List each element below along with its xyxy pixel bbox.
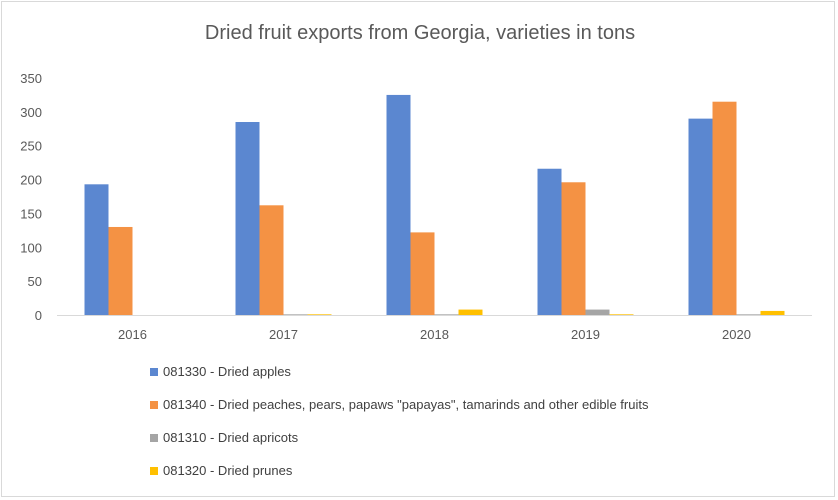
bar-2019-series-0 bbox=[537, 168, 562, 315]
legend-label: 081320 - Dried prunes bbox=[163, 463, 293, 478]
legend: 081330 - Dried apples 081340 - Dried peac… bbox=[150, 364, 648, 496]
y-tick-label: 250 bbox=[20, 139, 42, 154]
y-axis-labels: 0 50 100 150 200 250 300 350 bbox=[20, 71, 42, 323]
legend-item: 081310 - Dried apricots bbox=[150, 430, 648, 463]
bar-2019-series-2 bbox=[585, 309, 610, 315]
bar-2019-series-1 bbox=[561, 182, 586, 315]
x-tick-label: 2019 bbox=[571, 327, 600, 342]
y-tick-label: 300 bbox=[20, 105, 42, 120]
legend-item: 081330 - Dried apples bbox=[150, 364, 648, 397]
x-tick-label: 2020 bbox=[722, 327, 751, 342]
y-tick-label: 150 bbox=[20, 206, 42, 221]
y-tick-label: 100 bbox=[20, 240, 42, 255]
bar-2017-series-3 bbox=[307, 314, 332, 315]
legend-swatch bbox=[150, 434, 158, 442]
bar-2018-series-1 bbox=[410, 232, 435, 315]
bar-2018-series-0 bbox=[386, 94, 411, 315]
legend-swatch bbox=[150, 467, 158, 475]
y-tick-label: 200 bbox=[20, 173, 42, 188]
legend-item: 081340 - Dried peaches, pears, papaws "p… bbox=[150, 397, 648, 430]
legend-swatch bbox=[150, 368, 158, 376]
legend-label: 081310 - Dried apricots bbox=[163, 430, 299, 445]
chart-title: Dried fruit exports from Georgia, variet… bbox=[204, 22, 636, 44]
bar-2017-series-2 bbox=[283, 314, 308, 315]
y-tick-label: 50 bbox=[28, 274, 42, 289]
x-axis-labels: 2016 2017 2018 2019 2020 bbox=[118, 327, 751, 342]
bar-2020-series-2 bbox=[736, 314, 761, 315]
bar-2017-series-1 bbox=[259, 205, 284, 315]
legend-label: 081330 - Dried apples bbox=[163, 364, 291, 379]
bar-2018-series-3 bbox=[458, 309, 483, 315]
legend-swatch bbox=[150, 401, 158, 409]
y-tick-label: 350 bbox=[20, 71, 42, 86]
x-tick-label: 2017 bbox=[269, 327, 298, 342]
bar-2016-series-1 bbox=[108, 226, 133, 315]
bar-2019-series-3 bbox=[609, 314, 634, 315]
bar-2017-series-0 bbox=[235, 122, 260, 315]
x-tick-label: 2018 bbox=[420, 327, 449, 342]
bar-2020-series-1 bbox=[712, 101, 737, 315]
bar-2020-series-0 bbox=[688, 118, 713, 315]
bar-2020-series-3 bbox=[760, 310, 785, 315]
bar-2016-series-0 bbox=[84, 184, 109, 315]
y-tick-label: 0 bbox=[35, 308, 42, 323]
bars bbox=[84, 94, 785, 315]
bar-2018-series-2 bbox=[434, 314, 459, 315]
legend-label: 081340 - Dried peaches, pears, papaws "p… bbox=[163, 397, 649, 412]
legend-item: 081320 - Dried prunes bbox=[150, 463, 648, 496]
x-tick-label: 2016 bbox=[118, 327, 147, 342]
